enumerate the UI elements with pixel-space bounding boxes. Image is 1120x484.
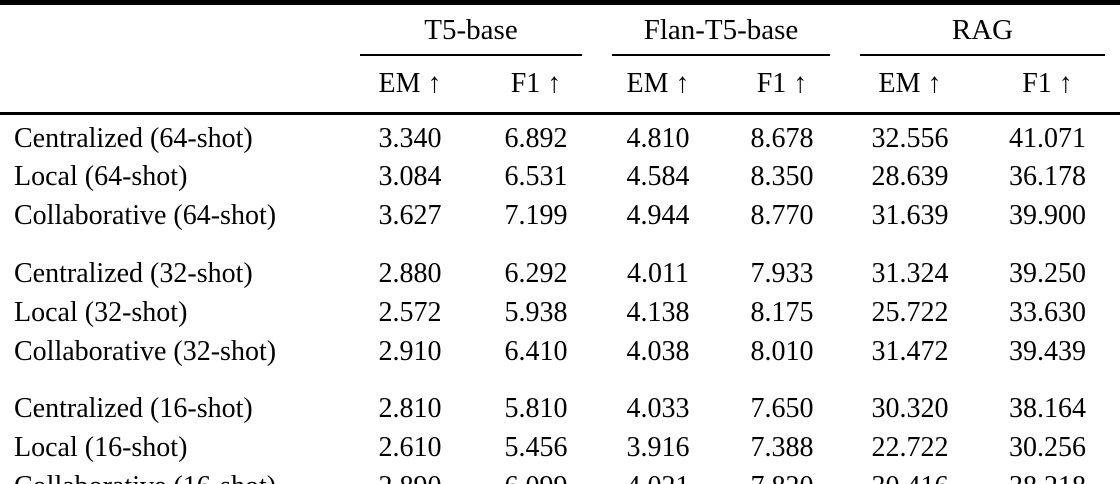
cell-value: 38.164	[1009, 393, 1086, 425]
cell-value: 36.178	[1009, 161, 1086, 193]
cell-value: 25.722	[871, 296, 949, 328]
table-row: Local (64-shot) 3.084 6.531 4.584 8.350 …	[0, 158, 1120, 197]
cell-value: 6.410	[504, 335, 568, 367]
table-row: Centralized (64-shot) 3.340 6.892 4.810 …	[0, 113, 1120, 158]
cell-value: 5.456	[504, 432, 568, 464]
cell-value: 5.938	[504, 296, 568, 328]
cell-value: 8.678	[750, 122, 814, 154]
table-row: Collaborative (32-shot) 2.910 6.410 4.03…	[0, 333, 1120, 372]
cell-value: 4.011	[627, 258, 689, 290]
row-group-64-shot: Centralized (64-shot) 3.340 6.892 4.810 …	[0, 113, 1120, 236]
column-group-label: T5-base	[424, 14, 518, 46]
cell-value: 4.021	[597, 468, 719, 484]
row-label: Centralized (16-shot)	[14, 393, 253, 425]
cell-value: 31.639	[871, 200, 949, 232]
column-group-label: Flan-T5-base	[643, 14, 799, 46]
cell-value: 6.892	[504, 122, 568, 154]
cell-value: 8.175	[750, 296, 814, 328]
cell-value: 6.531	[504, 161, 568, 193]
cell-value: 30.256	[1009, 432, 1086, 464]
cell-value: 2.610	[378, 432, 442, 464]
row-label: Local (64-shot)	[14, 161, 188, 193]
metric-header-flan-em: EM ↑	[597, 56, 719, 115]
cell-value: 8.350	[750, 161, 814, 193]
metric-header-rag-f1: F1 ↑	[975, 56, 1120, 115]
column-group-flan-t5-base: Flan-T5-base	[597, 3, 845, 57]
cell-value: 38.218	[975, 468, 1120, 484]
cell-value: 4.038	[626, 335, 690, 367]
cell-value: 2.810	[378, 393, 442, 425]
cell-value: 3.340	[378, 122, 442, 154]
metric-header-t5-f1: F1 ↑	[475, 56, 597, 115]
cell-value: 3.916	[626, 432, 690, 464]
cell-value: 39.250	[1009, 258, 1086, 290]
cell-value: 7.933	[750, 258, 814, 290]
cell-value: 6.292	[504, 258, 568, 290]
cell-value: 31.324	[871, 258, 949, 290]
cell-value: 4.810	[626, 122, 690, 154]
row-label: Collaborative (16-shot)	[0, 468, 345, 484]
cell-value: 31.472	[871, 335, 949, 367]
column-group-label: RAG	[951, 14, 1014, 46]
cell-value: 7.388	[750, 432, 814, 464]
row-label: Collaborative (64-shot)	[14, 200, 277, 232]
cell-value: 28.639	[871, 161, 949, 193]
metric-header-t5-em: EM ↑	[345, 56, 475, 115]
cell-value: 2.890	[345, 468, 475, 484]
cmidrule-rag: RAG	[860, 14, 1106, 56]
cell-value: 2.880	[378, 258, 442, 290]
cell-value: 22.722	[871, 432, 949, 464]
row-group-32-shot: Centralized (32-shot) 2.880 6.292 4.011 …	[0, 236, 1120, 371]
row-label: Centralized (64-shot)	[14, 122, 253, 154]
cmidrule-t5-base: T5-base	[360, 14, 582, 56]
table-row: Local (32-shot) 2.572 5.938 4.138 8.175 …	[0, 294, 1120, 333]
row-label: Collaborative (32-shot)	[14, 335, 277, 367]
cell-value: 33.630	[1009, 296, 1086, 328]
row-group-16-shot: Centralized (16-shot) 2.810 5.810 4.033 …	[0, 371, 1120, 484]
cell-value: 30.320	[871, 393, 949, 425]
cmidrule-flan-t5-base: Flan-T5-base	[612, 14, 830, 56]
metric-header-rag-em: EM ↑	[845, 56, 975, 115]
cell-value: 8.770	[750, 200, 814, 232]
metric-header-row: EM ↑ F1 ↑ EM ↑ F1 ↑ EM ↑ F1 ↑	[0, 56, 1120, 115]
cell-value: 2.910	[378, 335, 442, 367]
table-row: Centralized (16-shot) 2.810 5.810 4.033 …	[0, 371, 1120, 429]
column-group-t5-base: T5-base	[345, 3, 597, 57]
corner-cell	[0, 56, 345, 115]
column-group-rag: RAG	[845, 3, 1120, 57]
table-row: Local (16-shot) 2.610 5.456 3.916 7.388 …	[0, 429, 1120, 468]
cell-value: 7.199	[504, 200, 568, 232]
table-row: Collaborative (64-shot) 3.627 7.199 4.94…	[0, 197, 1120, 236]
group-header-row: T5-base Flan-T5-base RAG	[0, 3, 1120, 57]
table-row: Collaborative (16-shot) 2.890 6.099 4.02…	[0, 468, 1120, 484]
row-label: Local (16-shot)	[14, 432, 188, 464]
cell-value: 39.439	[1009, 335, 1086, 367]
cell-value: 7.820	[719, 468, 845, 484]
row-label: Centralized (32-shot)	[14, 258, 253, 290]
cell-value: 4.944	[626, 200, 690, 232]
corner-cell	[0, 3, 345, 57]
cell-value: 3.084	[378, 161, 442, 193]
row-label: Local (32-shot)	[14, 296, 188, 328]
cell-value: 5.810	[504, 393, 568, 425]
cell-value: 4.033	[626, 393, 690, 425]
cell-value: 6.099	[475, 468, 597, 484]
cell-value: 30.416	[845, 468, 975, 484]
table-row: Centralized (32-shot) 2.880 6.292 4.011 …	[0, 236, 1120, 294]
cell-value: 4.138	[626, 296, 690, 328]
cell-value: 7.650	[750, 393, 814, 425]
cell-value: 41.071	[1009, 122, 1086, 154]
cell-value: 4.584	[626, 161, 690, 193]
cell-value: 39.900	[1009, 200, 1086, 232]
cell-value: 2.572	[378, 296, 442, 328]
cell-value: 32.556	[871, 122, 949, 154]
metric-header-flan-f1: F1 ↑	[719, 56, 845, 115]
cell-value: 3.627	[378, 200, 442, 232]
cell-value: 8.010	[750, 335, 814, 367]
